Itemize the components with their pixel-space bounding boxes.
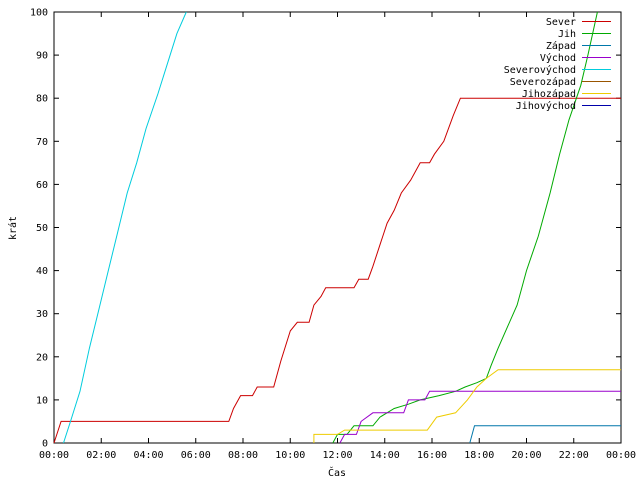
x-axis-label: Čas — [328, 466, 346, 479]
legend-label: Sever — [546, 17, 576, 28]
y-tick-label: 70 — [36, 137, 48, 148]
series-line-západ — [469, 425, 621, 444]
y-tick-label: 80 — [36, 94, 48, 105]
y-axis-label: krát — [7, 216, 19, 240]
x-tick-label: 12:00 — [322, 450, 352, 461]
x-tick-label: 06:00 — [181, 450, 211, 461]
axis-ticks — [53, 11, 622, 444]
y-tick-label: 50 — [36, 223, 48, 234]
series-line-jihozápad — [313, 369, 621, 443]
y-tick-label: 90 — [36, 51, 48, 62]
legend-label: Východ — [540, 52, 576, 64]
legend-label: Jihovýchod — [516, 100, 576, 112]
y-tick-label: 0 — [42, 439, 48, 450]
x-tick-label: 18:00 — [464, 450, 494, 461]
y-tick-label: 40 — [36, 266, 48, 277]
y-tick-label: 100 — [30, 8, 48, 19]
x-tick-label: 00:00 — [606, 450, 636, 461]
x-tick-label: 04:00 — [133, 450, 163, 461]
x-tick-label: 14:00 — [370, 450, 400, 461]
legend-label: Jihozápad — [522, 88, 576, 100]
x-tick-labels: 00:00 02:00 04:00 06:00 08:00 10:00 12:00 14:00… — [39, 450, 636, 461]
y-tick-labels: 0 10 20 30 40 50 60 70 80 90 100 — [30, 8, 48, 450]
y-tick-label: 20 — [36, 352, 48, 363]
x-tick-label: 08:00 — [228, 450, 258, 461]
series-line-jih — [332, 11, 598, 444]
x-tick-label: 20:00 — [511, 450, 541, 461]
series-line-severovýchod — [63, 11, 187, 444]
y-tick-label: 60 — [36, 180, 48, 191]
series-line-sever — [53, 97, 621, 444]
y-tick-label: 30 — [36, 309, 48, 320]
legend: SeverJihZápadVýchodSeverovýchodSeverozáp… — [504, 17, 611, 112]
legend-label: Severovýchod — [504, 64, 576, 76]
legend-label: Severozápad — [510, 76, 576, 88]
legend-label: Západ — [546, 40, 576, 52]
x-tick-label: 22:00 — [559, 450, 589, 461]
x-tick-label: 10:00 — [275, 450, 305, 461]
series-line-východ — [339, 390, 621, 444]
legend-label: Jih — [558, 29, 576, 40]
x-tick-label: 00:00 — [39, 450, 69, 461]
x-tick-label: 02:00 — [86, 450, 116, 461]
x-tick-label: 16:00 — [417, 450, 447, 461]
y-tick-label: 10 — [36, 395, 48, 406]
series-lines — [53, 11, 621, 444]
